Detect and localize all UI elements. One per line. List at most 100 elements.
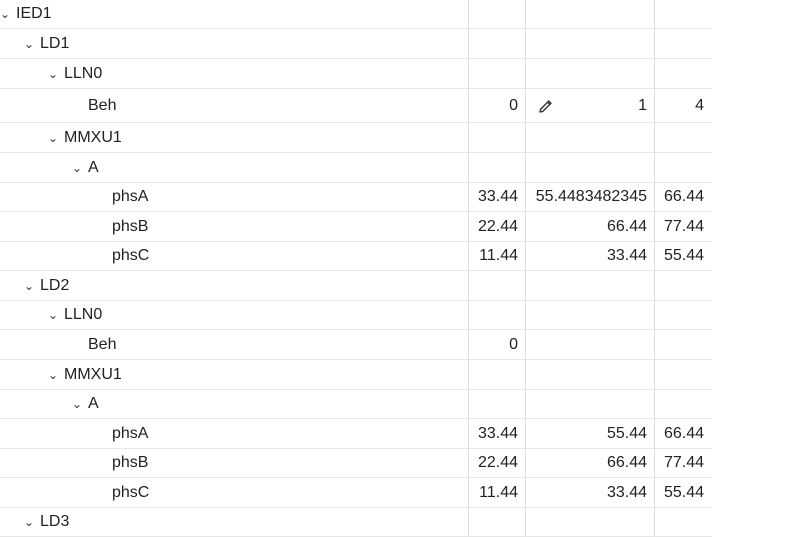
value-cell-2 — [525, 59, 655, 88]
value-cell-1: 22.44 — [468, 212, 526, 241]
cell-value: 66.44 — [663, 424, 704, 442]
chevron-down-icon[interactable]: ⌄ — [24, 278, 35, 293]
tree-row[interactable]: ⌄ A — [0, 153, 712, 183]
value-cell-3 — [654, 508, 712, 536]
tree-node: ⌄ LD3 — [24, 508, 69, 536]
cell-value: 0 — [509, 96, 518, 114]
tree-node-label: A — [88, 395, 99, 412]
value-cell-3 — [654, 360, 712, 389]
cell-value: 55.44 — [606, 424, 647, 442]
tree-node: phsA — [112, 183, 148, 211]
value-cell-3 — [654, 390, 712, 418]
value-cell-1: 11.44 — [468, 478, 526, 507]
cell-value: 66.44 — [663, 188, 704, 205]
tree-node-label: phsC — [112, 483, 150, 501]
tree-row[interactable]: ⌄ IED1 — [0, 0, 712, 29]
cell-value: 77.44 — [663, 217, 704, 235]
chevron-down-icon[interactable]: ⌄ — [48, 66, 59, 81]
value-cell-3 — [654, 153, 712, 182]
tree-node: ⌄ LLN0 — [48, 59, 102, 88]
tree-row: phsC 11.44 33.44 55.44 — [0, 478, 712, 508]
value-cell-1: 22.44 — [468, 449, 526, 477]
value-cell-1: 33.44 — [468, 183, 526, 211]
tree-node-label: phsB — [112, 454, 149, 471]
chevron-down-icon[interactable]: ⌄ — [48, 367, 59, 382]
value-cell-1: 11.44 — [468, 242, 526, 270]
tree-node: ⌄ A — [72, 153, 99, 182]
chevron-down-icon[interactable]: ⌄ — [0, 7, 11, 21]
cell-value: 55.44 — [663, 247, 704, 264]
tree-row: phsA 33.44 55.44 66.44 — [0, 419, 712, 449]
cell-value: 33.44 — [606, 483, 647, 501]
tree-row[interactable]: ⌄ LLN0 — [0, 59, 712, 89]
value-cell-3: 77.44 — [654, 449, 712, 477]
tree-row: phsA 33.44 55.4483482345 66.44 — [0, 183, 712, 212]
value-cell-1: 33.44 — [468, 419, 526, 448]
chevron-down-icon[interactable]: ⌄ — [72, 160, 83, 175]
tree-row: phsB 22.44 66.44 77.44 — [0, 212, 712, 242]
pencil-icon[interactable] — [538, 98, 554, 114]
value-cell-3: 55.44 — [654, 478, 712, 507]
tree-row[interactable]: ⌄ LD3 — [0, 508, 712, 537]
tree-node-label: LLN0 — [64, 64, 103, 82]
value-cell-1 — [468, 301, 526, 329]
value-cell-1 — [468, 29, 526, 58]
tree-node: ⌄ MMXU1 — [48, 123, 122, 152]
chevron-down-icon[interactable]: ⌄ — [24, 515, 35, 529]
value-cell-2: 66.44 — [525, 212, 655, 241]
tree-row: phsC 11.44 33.44 55.44 — [0, 242, 712, 271]
tree-row[interactable]: ⌄ MMXU1 — [0, 123, 712, 153]
tree-row: Beh 0 — [0, 330, 712, 360]
tree-node: ⌄ LLN0 — [48, 301, 102, 329]
tree-row[interactable]: ⌄ A — [0, 390, 712, 419]
tree-node: ⌄ LD2 — [24, 271, 69, 300]
tree-node-label: Beh — [88, 96, 117, 114]
tree-row[interactable]: ⌄ LLN0 — [0, 301, 712, 330]
tree-node: phsB — [112, 212, 148, 241]
value-cell-3: 77.44 — [654, 212, 712, 241]
chevron-down-icon[interactable]: ⌄ — [48, 308, 59, 322]
value-cell-2 — [525, 360, 655, 389]
tree-row: Beh 0 1 4 — [0, 89, 712, 123]
value-cell-2 — [525, 301, 655, 329]
cell-value: 22.44 — [477, 217, 518, 235]
tree-node-label: phsA — [112, 424, 149, 442]
tree-row[interactable]: ⌄ LD2 — [0, 271, 712, 301]
value-cell-1 — [468, 153, 526, 182]
tree-node: Beh — [88, 330, 116, 359]
cell-value: 66.44 — [606, 454, 647, 471]
tree-row[interactable]: ⌄ LD1 — [0, 29, 712, 59]
value-cell-2: 33.44 — [525, 242, 655, 270]
value-cell-1 — [468, 59, 526, 88]
cell-value: 66.44 — [606, 217, 647, 235]
tree-node: ⌄ MMXU1 — [48, 360, 122, 389]
chevron-down-icon[interactable]: ⌄ — [48, 130, 59, 145]
tree-node-label: A — [88, 158, 99, 176]
tree-node: phsB — [112, 449, 148, 477]
value-cell-2 — [525, 29, 655, 58]
tree-node-label: MMXU1 — [64, 128, 122, 146]
value-cell-2: 55.44 — [525, 419, 655, 448]
chevron-down-icon[interactable]: ⌄ — [24, 36, 35, 51]
tree-node: phsC — [112, 242, 149, 270]
value-cell-1 — [468, 390, 526, 418]
value-cell-3 — [654, 29, 712, 58]
value-cell-3: 66.44 — [654, 419, 712, 448]
cell-value: 4 — [695, 96, 704, 114]
tree-node: phsC — [112, 478, 149, 507]
value-cell-1 — [468, 271, 526, 300]
value-cell-2 — [525, 153, 655, 182]
value-cell-2 — [525, 390, 655, 418]
tree-node: ⌄ A — [72, 390, 99, 418]
tree-node-label: Beh — [88, 335, 117, 353]
tree-row[interactable]: ⌄ MMXU1 — [0, 360, 712, 390]
cell-value: 11.44 — [479, 247, 518, 264]
value-cell-2: 55.4483482345 — [525, 183, 655, 211]
value-cell-2: 1 — [525, 89, 655, 122]
cell-value: 33.44 — [477, 424, 518, 442]
tree-node-label: phsB — [112, 217, 149, 235]
cell-value: 33.44 — [606, 247, 647, 264]
chevron-down-icon[interactable]: ⌄ — [72, 397, 83, 411]
value-cell-2 — [525, 271, 655, 300]
value-cell-3 — [654, 59, 712, 88]
